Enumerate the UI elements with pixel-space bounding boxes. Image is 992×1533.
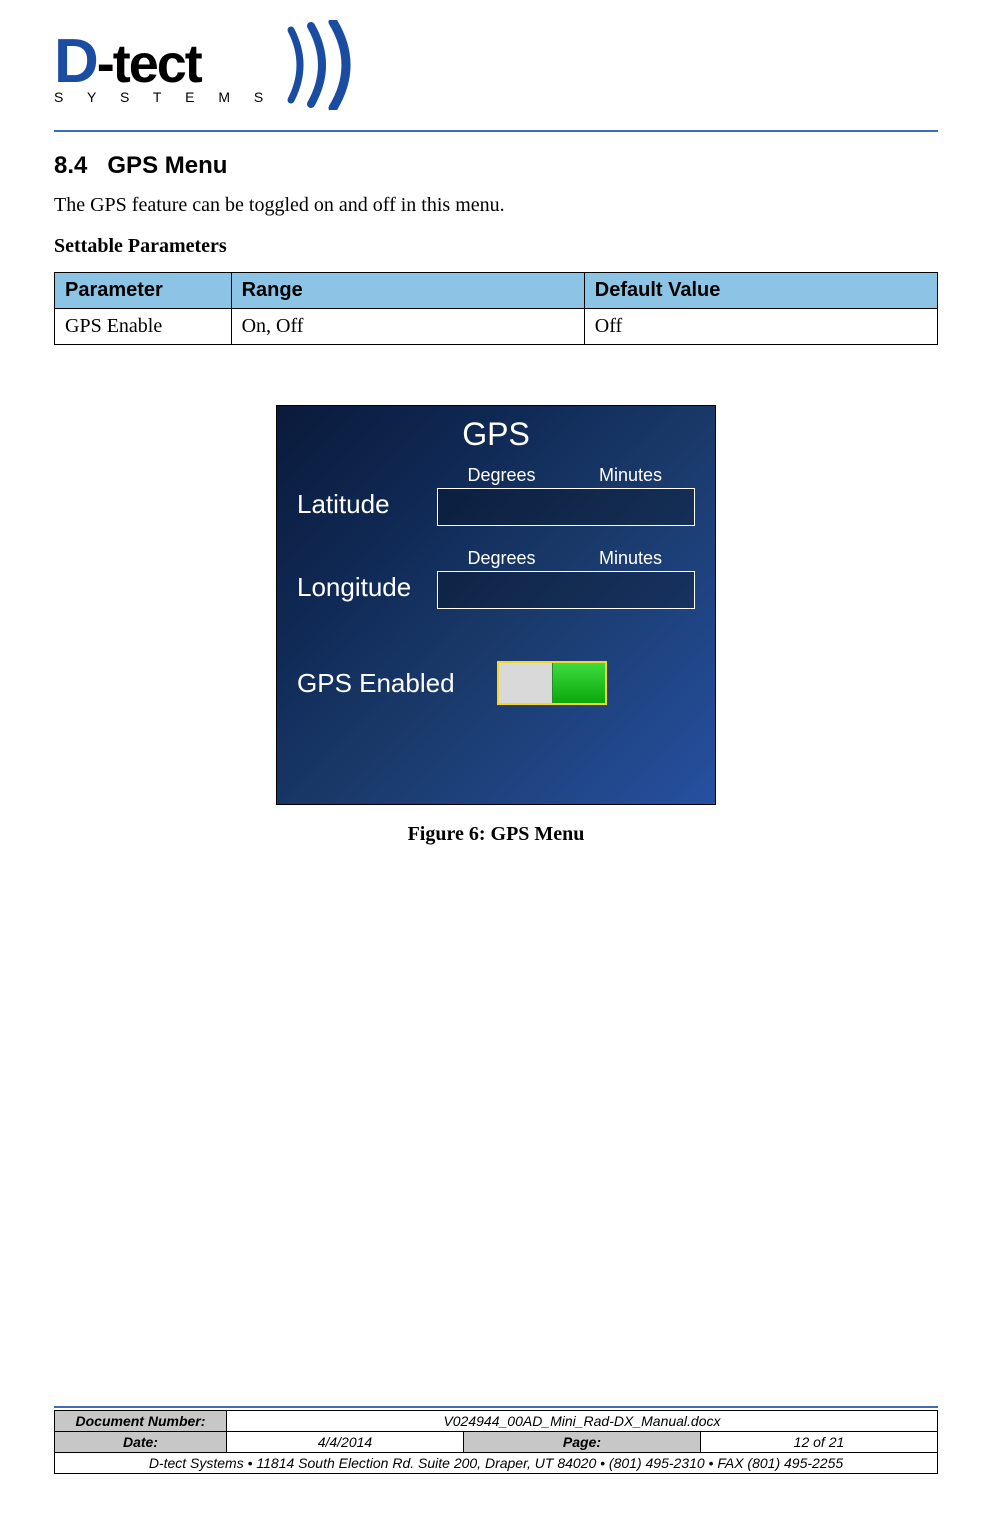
section-title: GPS Menu (107, 152, 227, 179)
logo-systems: S Y S T E M S (54, 89, 273, 105)
header-rule (54, 130, 938, 132)
col-range: Range (231, 273, 584, 309)
date-value: 4/4/2014 (226, 1432, 463, 1453)
minutes-label: Minutes (566, 465, 695, 486)
logo-tect: -tect (97, 34, 201, 94)
wave-icon (281, 20, 361, 115)
latitude-row: Latitude Degrees Minutes (297, 465, 695, 526)
gps-enabled-toggle[interactable] (497, 661, 607, 705)
header-logo: D-tect S Y S T E M S (54, 10, 938, 130)
logo-d: D (54, 27, 97, 96)
toggle-knob (552, 663, 605, 703)
minutes-label: Minutes (566, 548, 695, 569)
degrees-label: Degrees (437, 548, 566, 569)
page-value: 12 of 21 (700, 1432, 937, 1453)
col-parameter: Parameter (55, 273, 232, 309)
longitude-label: Longitude (297, 572, 437, 609)
cell-default: Off (584, 309, 937, 345)
table-header-row: Parameter Range Default Value (55, 273, 938, 309)
doc-meta-table: Document Number: V024944_00AD_Mini_Rad-D… (54, 1410, 938, 1474)
footer-rule (54, 1406, 938, 1408)
table-row: GPS Enable On, Off Off (55, 309, 938, 345)
device-screen: GPS Latitude Degrees Minutes Longitude (276, 405, 716, 805)
parameters-table: Parameter Range Default Value GPS Enable… (54, 272, 938, 345)
latitude-label: Latitude (297, 489, 437, 526)
gps-menu-figure: GPS Latitude Degrees Minutes Longitude (276, 405, 716, 846)
section-intro: The GPS feature can be toggled on and of… (54, 194, 938, 217)
figure-caption: Figure 6: GPS Menu (276, 823, 716, 846)
date-label: Date: (55, 1432, 227, 1453)
gps-enabled-row: GPS Enabled (297, 661, 695, 705)
col-default: Default Value (584, 273, 937, 309)
doc-number-label: Document Number: (55, 1411, 227, 1432)
longitude-row: Longitude Degrees Minutes (297, 548, 695, 609)
document-page: D-tect S Y S T E M S 8.4 GPS Menu The GP… (0, 0, 992, 1480)
degrees-label: Degrees (437, 465, 566, 486)
footer-address: D-tect Systems • 11814 South Election Rd… (55, 1453, 938, 1474)
section-number: 8.4 (54, 152, 87, 179)
logo: D-tect S Y S T E M S (54, 20, 361, 115)
doc-number-value: V024944_00AD_Mini_Rad-DX_Manual.docx (226, 1411, 937, 1432)
settable-parameters-heading: Settable Parameters (54, 235, 938, 258)
latitude-input[interactable] (437, 488, 695, 526)
cell-range: On, Off (231, 309, 584, 345)
section-heading: 8.4 GPS Menu (54, 152, 938, 180)
device-title: GPS (297, 416, 695, 453)
page-label: Page: (463, 1432, 700, 1453)
footer: Document Number: V024944_00AD_Mini_Rad-D… (54, 1406, 938, 1474)
longitude-input[interactable] (437, 571, 695, 609)
cell-parameter: GPS Enable (55, 309, 232, 345)
gps-enabled-label: GPS Enabled (297, 668, 497, 699)
